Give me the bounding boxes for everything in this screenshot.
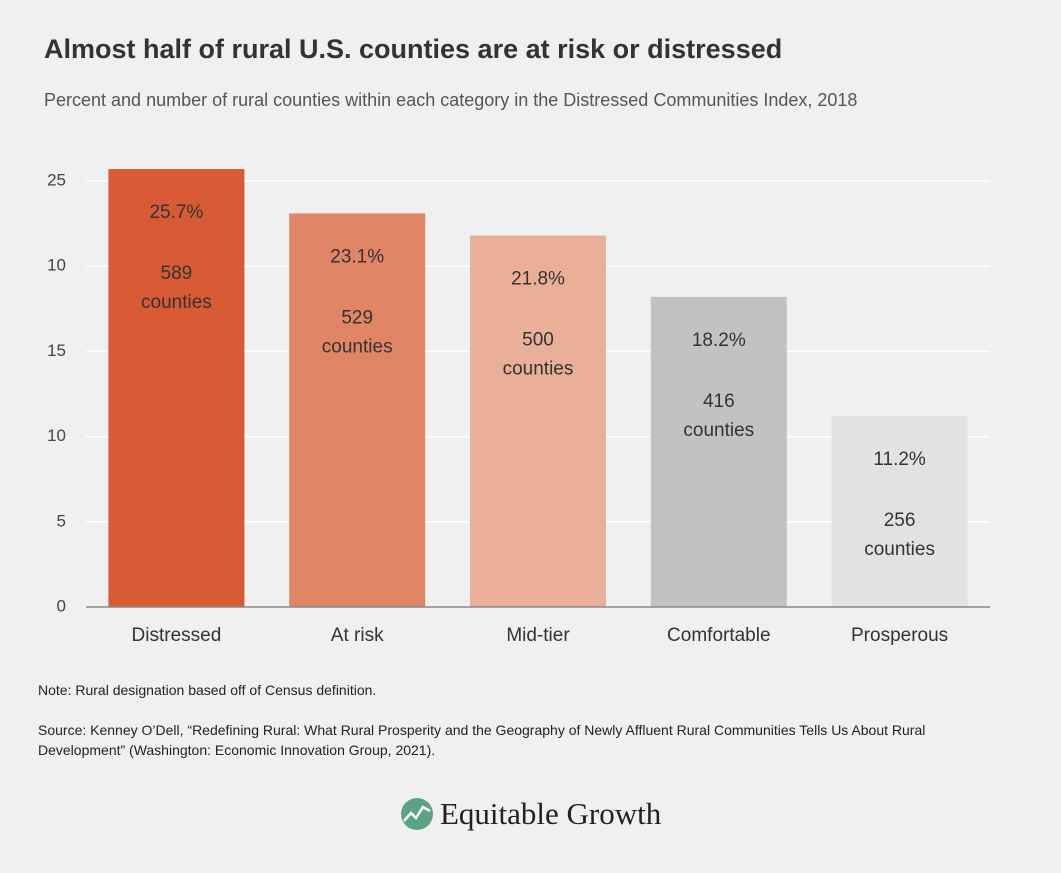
- bar: [650, 296, 787, 607]
- x-tick-label: Comfortable: [667, 625, 771, 646]
- y-tick-label: 10: [47, 256, 66, 275]
- chart-title: Almost half of rural U.S. counties are a…: [44, 34, 783, 64]
- chart-subtitle: Percent and number of rural counties wit…: [44, 90, 858, 110]
- count-label: 529 counties: [322, 307, 393, 357]
- value-label: 25.7%: [149, 202, 203, 223]
- y-tick-label: 15: [47, 341, 66, 360]
- logo-text: Equitable Growth: [440, 796, 662, 831]
- x-tick-label: At risk: [331, 625, 384, 646]
- bar: [289, 213, 426, 607]
- count-label: 500 counties: [503, 330, 574, 380]
- bar: [470, 235, 606, 607]
- logo-icon: [401, 798, 433, 830]
- x-tick-label: Distressed: [132, 625, 222, 646]
- count-label: 256 counties: [864, 510, 935, 560]
- y-tick-label: 10: [47, 426, 66, 445]
- count-label: 589 counties: [141, 263, 212, 313]
- note: Note: Rural designation based off of Cen…: [38, 682, 377, 698]
- bar: [831, 416, 968, 607]
- y-tick-label: 5: [57, 511, 66, 530]
- value-label: 23.1%: [330, 246, 384, 267]
- value-label: 18.2%: [692, 330, 746, 351]
- chart: 0 5 10 15 10 25 Distressed 25.7% 589 counties At r…: [47, 169, 990, 646]
- value-label: 11.2%: [873, 449, 926, 470]
- value-label: 21.8%: [511, 269, 565, 290]
- bar: [108, 169, 245, 607]
- y-tick-label: 0: [57, 596, 66, 615]
- y-tick-label: 25: [47, 170, 66, 189]
- x-tick-label: Mid-tier: [506, 625, 570, 646]
- source: Source: Kenney O’Dell, “Redefining Rural…: [38, 722, 926, 758]
- logo: Equitable Growth: [400, 796, 661, 832]
- x-tick-label: Prosperous: [851, 625, 948, 646]
- count-label: 416 counties: [683, 391, 754, 441]
